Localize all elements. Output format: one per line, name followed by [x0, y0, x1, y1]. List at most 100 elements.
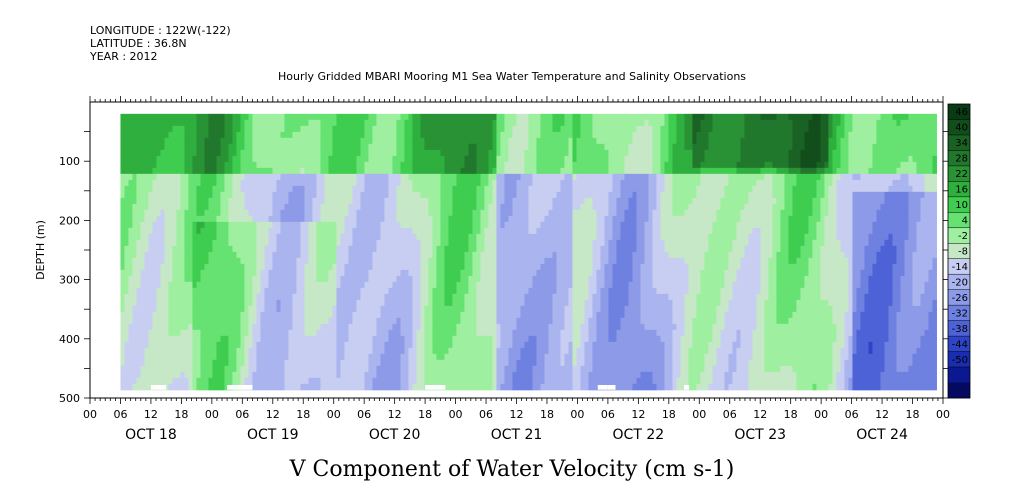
heatmap-cell	[288, 257, 293, 265]
heatmap-cell	[184, 311, 189, 319]
heatmap-cell	[196, 143, 201, 151]
heatmap-cell	[152, 275, 157, 283]
heatmap-cell	[240, 137, 245, 145]
heatmap-cell	[304, 185, 309, 193]
heatmap-cell	[484, 353, 489, 361]
heatmap-cell	[412, 287, 417, 295]
heatmap-cell	[256, 377, 261, 385]
heatmap-cell	[412, 203, 417, 211]
heatmap-cell	[228, 149, 233, 157]
heatmap-cell	[136, 341, 141, 349]
heatmap-cell	[432, 227, 437, 235]
heatmap-cell	[208, 185, 213, 193]
heatmap-cell	[368, 311, 373, 319]
heatmap-cell	[296, 173, 301, 181]
heatmap-cell	[472, 377, 477, 385]
heatmap-cell	[376, 365, 381, 373]
heatmap-cell	[408, 191, 413, 199]
heatmap-cell	[420, 263, 425, 271]
heatmap-cell	[540, 131, 545, 139]
heatmap-cell	[168, 263, 173, 271]
heatmap-cell	[284, 329, 289, 337]
heatmap-cell	[324, 203, 329, 211]
heatmap-cell	[544, 233, 549, 241]
heatmap-cell	[220, 329, 225, 337]
heatmap-cell	[468, 131, 473, 139]
heatmap-cell	[476, 221, 481, 229]
heatmap-cell	[320, 293, 325, 301]
heatmap-cell	[224, 257, 229, 265]
heatmap-cell	[124, 131, 129, 139]
heatmap-cell	[200, 245, 205, 253]
heatmap-cell	[192, 347, 197, 355]
heatmap-cell	[484, 167, 489, 175]
heatmap-cell	[132, 359, 137, 367]
heatmap-cell	[500, 161, 505, 169]
heatmap-cell	[336, 167, 341, 175]
heatmap-cell	[148, 293, 153, 301]
heatmap-cell	[172, 383, 177, 391]
heatmap-cell	[392, 329, 397, 337]
heatmap-cell	[452, 185, 457, 193]
heatmap-cell	[412, 263, 417, 271]
heatmap-cell	[388, 311, 393, 319]
heatmap-cell	[316, 203, 321, 211]
heatmap-cell	[412, 329, 417, 337]
heatmap-cell	[404, 305, 409, 313]
heatmap-cell	[264, 197, 269, 205]
heatmap-cell	[272, 245, 277, 253]
heatmap-cell	[388, 347, 393, 355]
heatmap-cell	[308, 377, 313, 385]
heatmap-cell	[500, 269, 505, 277]
heatmap-cell	[428, 341, 433, 349]
heatmap-cell	[364, 329, 369, 337]
heatmap-cell	[504, 191, 509, 199]
heatmap-cell	[208, 197, 213, 205]
heatmap-cell	[140, 173, 145, 181]
heatmap-cell	[464, 155, 469, 163]
heatmap-cell	[220, 113, 225, 121]
heatmap-cell	[288, 275, 293, 283]
heatmap-cell	[228, 347, 233, 355]
heatmap-cell	[196, 191, 201, 199]
heatmap-cell	[352, 215, 357, 223]
heatmap-cell	[288, 179, 293, 187]
heatmap-cell	[272, 383, 277, 391]
heatmap-cell	[352, 365, 357, 373]
heatmap-cell	[332, 251, 337, 259]
heatmap-cell	[232, 263, 237, 271]
heatmap-cell	[532, 311, 537, 319]
heatmap-cell	[412, 245, 417, 253]
heatmap-cell	[492, 263, 497, 271]
heatmap-cell	[304, 359, 309, 367]
heatmap-cell	[200, 113, 205, 121]
heatmap-cell	[156, 125, 161, 133]
heatmap-cell	[156, 275, 161, 283]
heatmap-cell	[408, 155, 413, 163]
heatmap-cell	[504, 227, 509, 235]
heatmap-cell	[272, 329, 277, 337]
heatmap-cell	[356, 275, 361, 283]
heatmap-cell	[180, 131, 185, 139]
heatmap-cell	[184, 347, 189, 355]
heatmap-cell	[360, 239, 365, 247]
heatmap-cell	[452, 281, 457, 289]
heatmap-cell	[440, 323, 445, 331]
heatmap-cell	[132, 197, 137, 205]
heatmap-cell	[408, 281, 413, 289]
heatmap-cell	[128, 353, 133, 361]
heatmap-cell	[508, 371, 513, 379]
heatmap-cell	[348, 167, 353, 175]
heatmap-cell	[156, 227, 161, 235]
heatmap-cell	[348, 131, 353, 139]
heatmap-cell	[360, 275, 365, 283]
heatmap-cell	[440, 335, 445, 343]
heatmap-cell	[440, 173, 445, 181]
heatmap-cell	[524, 197, 529, 205]
heatmap-cell	[324, 293, 329, 301]
heatmap-cell	[256, 245, 261, 253]
heatmap-cell	[404, 191, 409, 199]
heatmap-cell	[480, 305, 485, 313]
heatmap-cell	[500, 287, 505, 295]
heatmap-cell	[280, 185, 285, 193]
